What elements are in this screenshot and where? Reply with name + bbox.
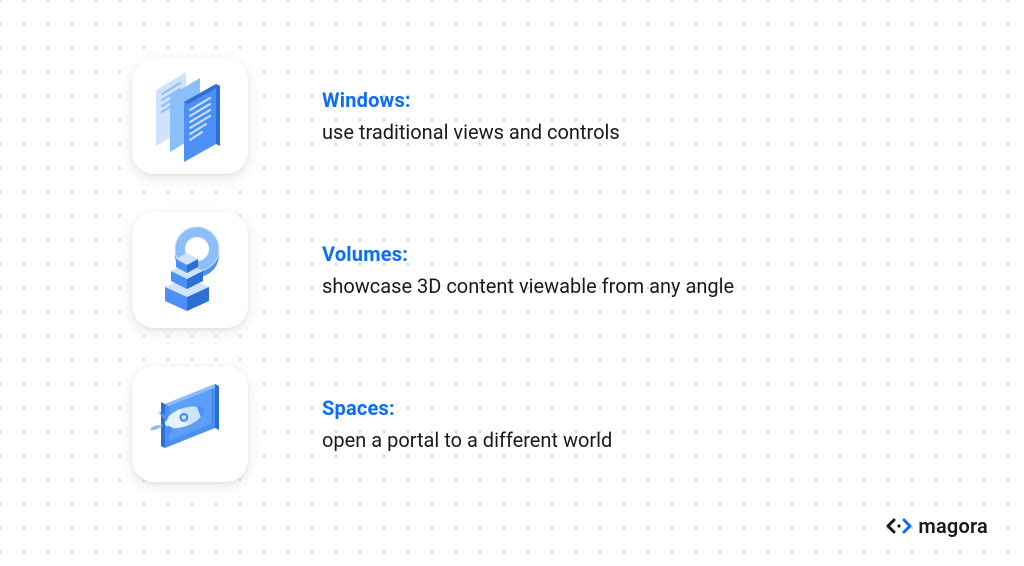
infographic-list: Windows: use traditional views and contr… — [132, 58, 734, 482]
row-volumes: Volumes: showcase 3D content viewable fr… — [132, 212, 734, 328]
spaces-desc: open a portal to a different world — [322, 428, 612, 452]
volumes-desc: showcase 3D content viewable from any an… — [322, 274, 734, 298]
row-windows: Windows: use traditional views and contr… — [132, 58, 734, 174]
spaces-icon-card — [132, 366, 248, 482]
brand-mark-icon — [886, 517, 912, 535]
windows-title: Windows: — [322, 88, 620, 112]
brand-logo: magora — [886, 514, 988, 538]
windows-icon-card — [132, 58, 248, 174]
windows-icon — [148, 66, 232, 166]
volumes-text: Volumes: showcase 3D content viewable fr… — [322, 242, 734, 298]
windows-text: Windows: use traditional views and contr… — [322, 88, 620, 144]
volumes-icon-card — [132, 212, 248, 328]
spaces-icon — [143, 378, 237, 470]
spaces-title: Spaces: — [322, 396, 612, 420]
brand-name: magora — [918, 514, 988, 538]
volumes-title: Volumes: — [322, 242, 734, 266]
volumes-icon — [145, 223, 235, 317]
windows-desc: use traditional views and controls — [322, 120, 620, 144]
spaces-text: Spaces: open a portal to a different wor… — [322, 396, 612, 452]
row-spaces: Spaces: open a portal to a different wor… — [132, 366, 734, 482]
